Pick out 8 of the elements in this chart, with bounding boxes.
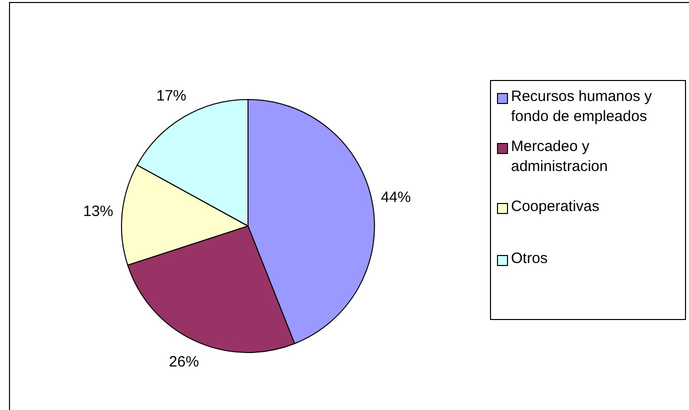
- data-label: 13%: [83, 202, 114, 220]
- data-label: 44%: [380, 188, 411, 206]
- data-label: 17%: [156, 88, 186, 105]
- data-label: 26%: [168, 353, 199, 370]
- legend-label: Otros: [511, 249, 549, 269]
- legend-label: Cooperativas: [511, 197, 600, 217]
- legend-label: Mercadeo y administracion: [511, 137, 609, 177]
- legend-label: Recursos humanos y fondo de empleados: [511, 87, 653, 127]
